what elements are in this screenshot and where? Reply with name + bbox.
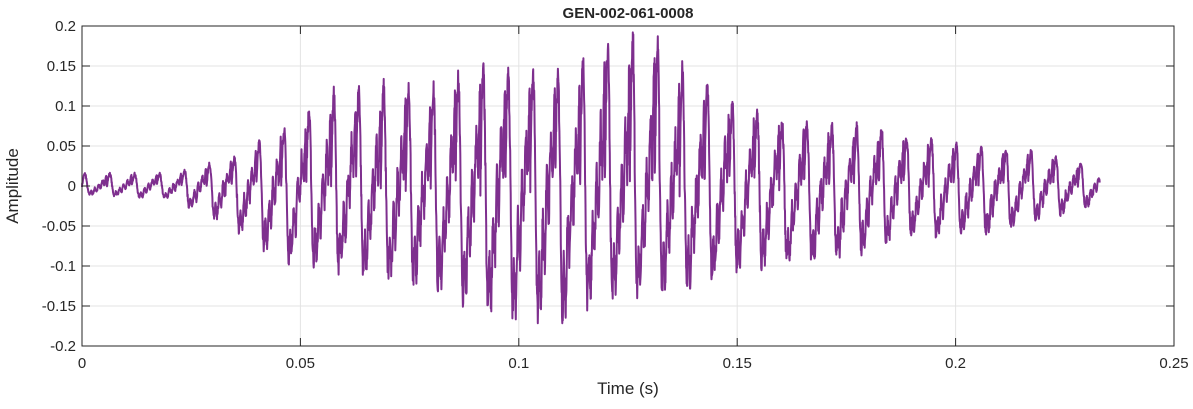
x-tick-label: 0.15 xyxy=(723,355,752,372)
y-tick-label: 0.2 xyxy=(55,18,76,35)
x-tick-label: 0.1 xyxy=(508,355,529,372)
y-tick-label: 0.15 xyxy=(47,58,76,75)
x-tick-label: 0.05 xyxy=(286,355,315,372)
x-tick-label: 0.2 xyxy=(945,355,966,372)
y-tick-label: -0.1 xyxy=(50,258,76,275)
x-tick-label: 0 xyxy=(78,355,86,372)
plot-area xyxy=(81,31,1101,325)
ticks: 0 0.05 0.1 0.15 0.2 0.25 -0.2 -0.15 -0.1 -0.05 0 0.… xyxy=(42,18,1189,372)
chart-title: GEN-002-061-0008 xyxy=(563,5,694,22)
y-tick-label: 0.1 xyxy=(55,98,76,115)
y-axis-label: Amplitude xyxy=(3,148,22,224)
signal-line xyxy=(81,31,1101,325)
y-tick-label: -0.2 xyxy=(50,338,76,355)
x-tick-label: 0.25 xyxy=(1159,355,1188,372)
y-tick-label: -0.05 xyxy=(42,218,76,235)
x-axis-label: Time (s) xyxy=(597,379,659,398)
y-tick-label: 0.05 xyxy=(47,138,76,155)
y-tick-label: 0 xyxy=(68,178,76,195)
y-tick-label: -0.15 xyxy=(42,298,76,315)
